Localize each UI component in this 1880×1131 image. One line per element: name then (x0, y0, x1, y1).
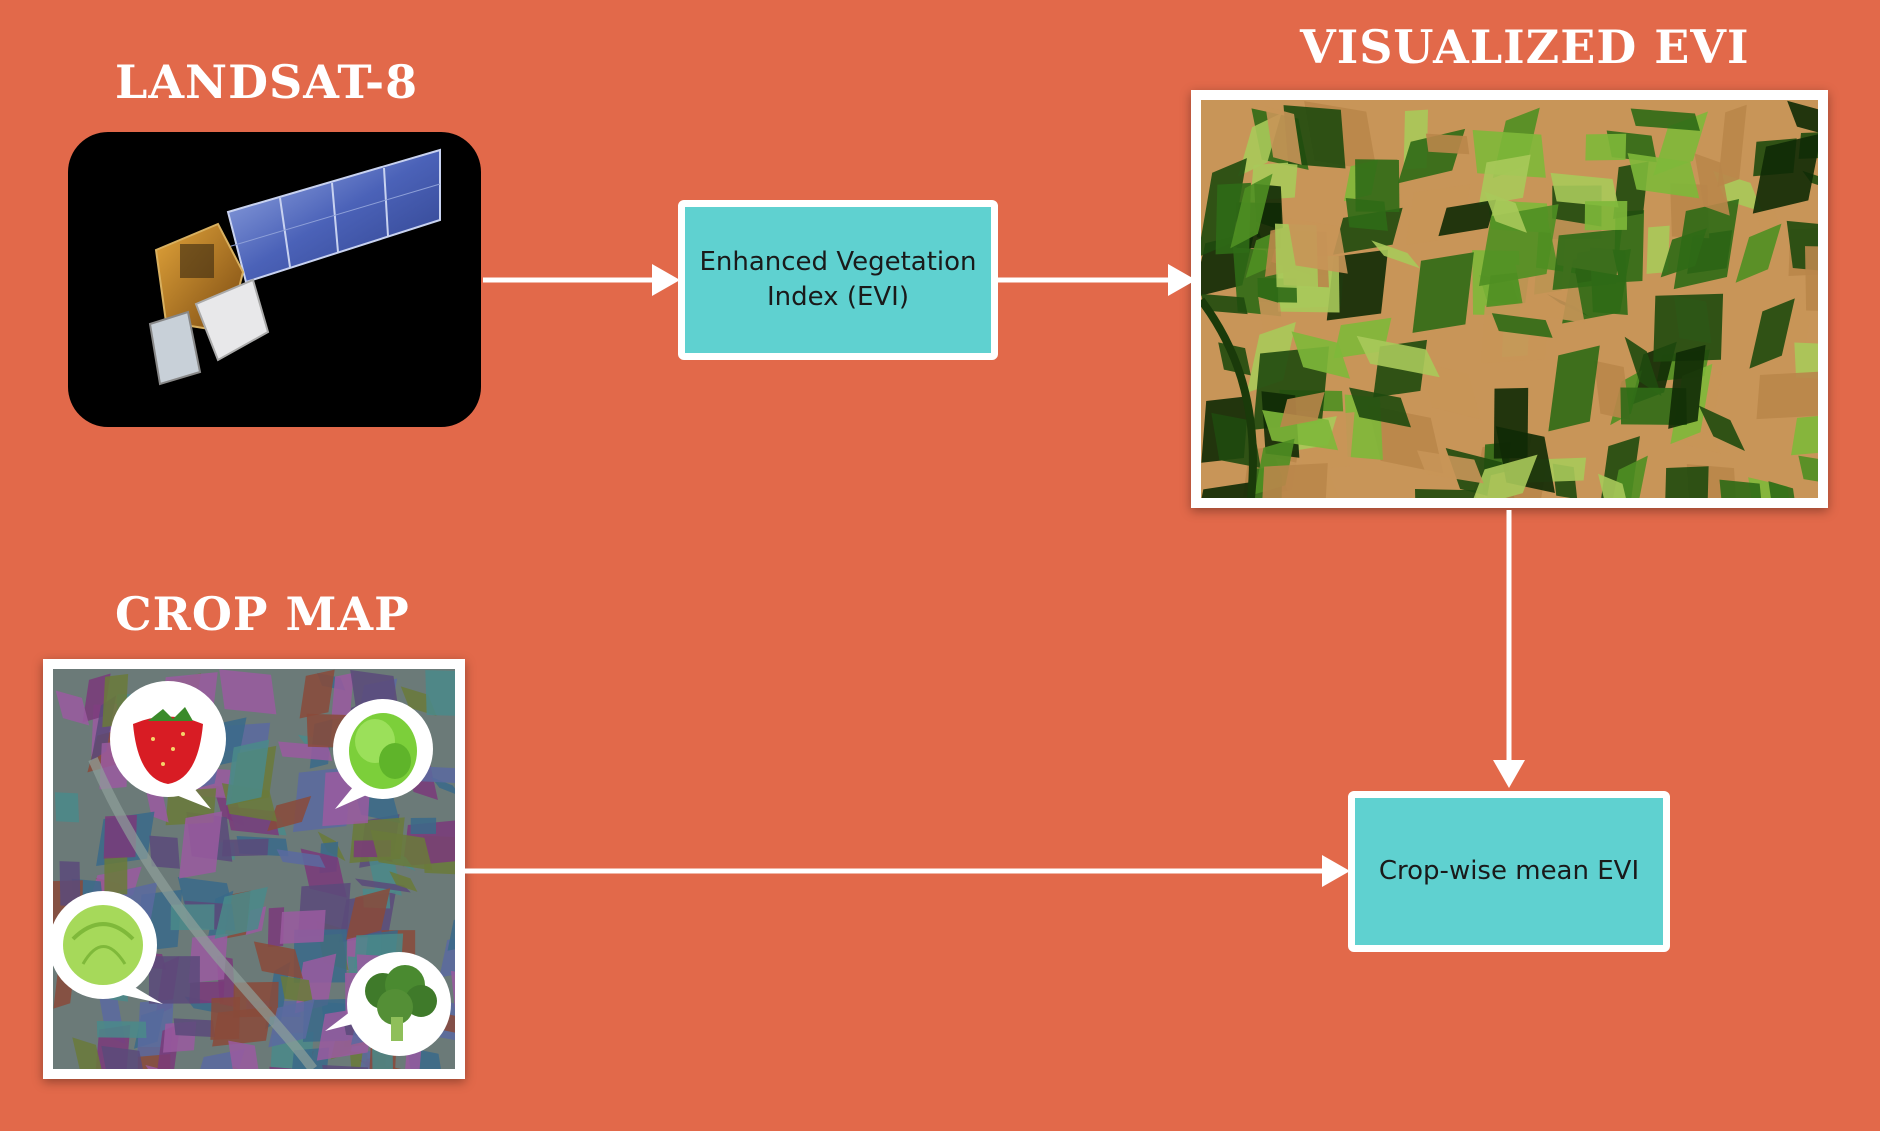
evi-box-line-1: Enhanced Vegetation (699, 246, 977, 277)
crop-mean-evi-box: Crop-wise mean EVI (1348, 791, 1670, 952)
crop-map-icon (53, 669, 455, 1069)
strawberry-icon (133, 707, 203, 784)
satellite-image (68, 132, 481, 427)
evi-map-icon (1201, 100, 1818, 498)
broccoli-icon (365, 965, 437, 1041)
arrow-landsat-to-evi (483, 264, 680, 296)
arrow-evi-to-visualized (998, 264, 1196, 296)
cabbage-icon (63, 905, 143, 985)
crop-map-image (43, 659, 465, 1079)
landsat-title: LANDSAT-8 (115, 55, 419, 109)
arrow-cropmap-to-crop-mean (465, 855, 1350, 887)
evi-process-box: Enhanced Vegetation Index (EVI) (678, 200, 998, 360)
visualized-evi-title: VISUALIZED EVI (1300, 20, 1750, 74)
evi-map-image (1191, 90, 1828, 508)
cabbage-bubble (53, 891, 163, 1004)
lettuce-bubble (333, 699, 433, 809)
arrow-visualized-to-crop-mean (1493, 510, 1525, 788)
evi-box-line-2: Index (EVI) (766, 282, 909, 312)
satellite-icon (148, 148, 441, 386)
lettuce-icon (349, 713, 417, 789)
crop-map-title: CROP MAP (115, 587, 410, 641)
strawberry-bubble (110, 681, 226, 809)
broccoli-bubble (325, 952, 451, 1056)
